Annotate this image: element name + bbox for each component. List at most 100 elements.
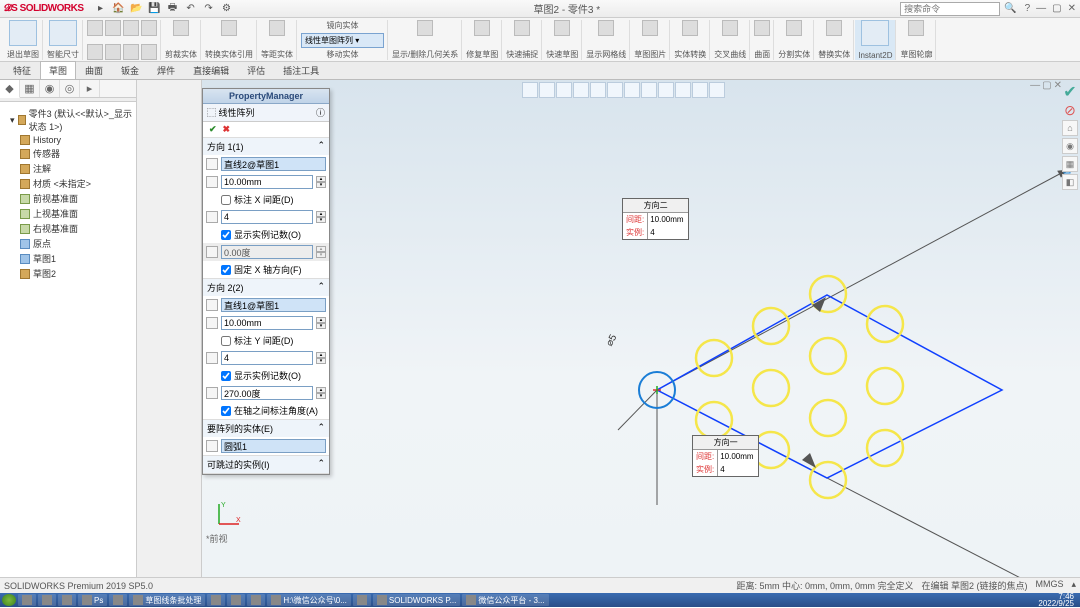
callout-dir1[interactable]: 方向一 间距: 实例: [692, 435, 759, 477]
tree-node[interactable]: 注解 [2, 161, 134, 176]
cancel-button[interactable]: ✖ [223, 124, 231, 135]
vt-icon[interactable] [675, 82, 691, 98]
taskbar-item[interactable] [247, 594, 265, 606]
sketch-canvas[interactable] [202, 80, 1080, 577]
pm-info-icon[interactable]: ⓘ [316, 106, 325, 119]
taskbar-item[interactable] [353, 594, 371, 606]
line-icon[interactable] [87, 20, 103, 36]
qat-new-icon[interactable]: ▸ [94, 2, 108, 16]
doc-max-icon[interactable]: ▢ [1042, 80, 1051, 91]
text-icon[interactable] [141, 44, 157, 60]
collapse-icon[interactable]: ⌃ [317, 458, 325, 471]
qat-new-icon[interactable]: 🏠 [112, 2, 126, 16]
taskbar-item[interactable] [109, 594, 127, 606]
graphics-area[interactable]: —▢✕ 方向二 间距: 实例: 方向一 间距: 实例: ⌀5 YX *前视 [202, 80, 1080, 577]
tab-评估[interactable]: 评估 [238, 61, 274, 79]
taskbar-item[interactable] [227, 594, 245, 606]
tree-node[interactable]: 传感器 [2, 146, 134, 161]
rg-instant2d[interactable]: Instant2D [855, 20, 896, 60]
tree-tab-pm-icon[interactable]: ▦ [20, 80, 40, 97]
rg-surf[interactable]: 曲面 [751, 20, 774, 60]
ellipse-icon[interactable] [123, 44, 139, 60]
linear-pattern-dropdown[interactable]: 线性草图阵列 ▾ [301, 33, 384, 48]
taskbar-item[interactable] [38, 594, 56, 606]
tab-直接编辑[interactable]: 直接编辑 [184, 61, 238, 79]
vt-icon[interactable] [624, 82, 640, 98]
collapse-icon[interactable]: ⌃ [317, 422, 325, 435]
scene-icon[interactable]: ▦ [1062, 156, 1078, 172]
arc-icon[interactable] [123, 20, 139, 36]
rg-relations[interactable]: 显示/删除几何关系 [389, 20, 462, 60]
tree-tab-arrow-icon[interactable]: ▸ [80, 80, 100, 97]
rg-grid[interactable]: 显示网格线 [583, 20, 630, 60]
qat-undo-icon[interactable]: ↶ [184, 2, 198, 16]
tab-草图[interactable]: 草图 [40, 61, 76, 79]
start-button[interactable] [2, 594, 16, 606]
dir1-edge-input[interactable] [221, 157, 326, 171]
collapse-icon[interactable]: ⌃ [317, 281, 325, 294]
tree-tab-cfg-icon[interactable]: ◉ [40, 80, 60, 97]
rg-snap[interactable]: 快速捕捉 [503, 20, 542, 60]
tab-焊件[interactable]: 焊件 [148, 61, 184, 79]
tree-node[interactable]: 材质 <未指定> [2, 176, 134, 191]
rg-pic[interactable]: 草图图片 [631, 20, 670, 60]
show-count-checkbox[interactable] [221, 230, 231, 240]
rg-inter[interactable]: 交叉曲线 [711, 20, 750, 60]
callout-count-input[interactable] [718, 463, 758, 476]
status-arrow-icon[interactable]: ▴ [1071, 579, 1076, 592]
vt-icon[interactable] [709, 82, 725, 98]
vt-icon[interactable] [556, 82, 572, 98]
reject-icon[interactable]: ⊘ [1062, 102, 1078, 118]
taskbar-clock[interactable]: 7:462022/9/25 [1038, 593, 1078, 607]
callout-spacing-input[interactable] [648, 213, 688, 226]
command-search-input[interactable] [900, 2, 1000, 16]
rg-split[interactable]: 分割实体 [775, 20, 814, 60]
tab-曲面[interactable]: 曲面 [76, 61, 112, 79]
callout-count-input[interactable] [648, 226, 688, 239]
tree-node[interactable]: 原点 [2, 236, 134, 251]
taskbar-item[interactable]: Ps [78, 594, 107, 606]
ok-button[interactable]: ✔ [209, 124, 217, 135]
collapse-icon[interactable]: ⌃ [317, 140, 325, 153]
rg-smart-dim[interactable]: 智能尺寸 [44, 20, 83, 60]
tree-node[interactable]: 前视基准面 [2, 191, 134, 206]
tree-node[interactable]: 草图2 [2, 266, 134, 281]
maximize-icon[interactable]: ▢ [1052, 3, 1061, 14]
qat-redo-icon[interactable]: ↷ [202, 2, 216, 16]
angle-between-checkbox[interactable] [221, 406, 231, 416]
rg-repl[interactable]: 替换实体 [815, 20, 854, 60]
taskbar-item[interactable]: 草图线条批处理 [129, 594, 205, 606]
callout-spacing-input[interactable] [718, 450, 758, 463]
help-icon[interactable]: ? [1025, 3, 1031, 14]
doc-min-icon[interactable]: — [1030, 80, 1040, 91]
doc-close-icon[interactable]: ✕ [1054, 80, 1062, 91]
rg-offset[interactable]: 等距实体 [258, 20, 297, 60]
rg-pattern[interactable]: 镜向实体 线性草图阵列 ▾ 移动实体 [298, 20, 388, 60]
reverse-dir-icon[interactable] [206, 299, 218, 311]
tree-node[interactable]: 草图1 [2, 251, 134, 266]
tree-node[interactable]: 上视基准面 [2, 206, 134, 221]
rg-quick[interactable]: 快速草图 [543, 20, 582, 60]
rect-icon[interactable] [87, 44, 103, 60]
search-icon[interactable]: 🔍 [1004, 3, 1016, 14]
tab-插注工具[interactable]: 插注工具 [274, 61, 328, 79]
dimy-checkbox[interactable] [221, 336, 231, 346]
tree-node[interactable]: History [2, 134, 134, 146]
taskbar-item[interactable]: 微信公众平台 - 3... [462, 594, 548, 606]
taskbar-item[interactable] [207, 594, 225, 606]
vt-icon[interactable] [590, 82, 606, 98]
dimx-checkbox[interactable] [221, 195, 231, 205]
circle-icon[interactable] [105, 20, 121, 36]
fix-x-checkbox[interactable] [221, 265, 231, 275]
tree-node[interactable]: 右视基准面 [2, 221, 134, 236]
dir1-count-input[interactable] [221, 210, 313, 224]
minimize-icon[interactable]: — [1036, 3, 1046, 14]
dir2-angle-input[interactable] [221, 386, 313, 400]
tab-特征[interactable]: 特征 [4, 61, 40, 79]
vt-icon[interactable] [522, 82, 538, 98]
rg-contour[interactable]: 草图轮廓 [897, 20, 936, 60]
rg-convert[interactable]: 转换实体引用 [202, 20, 257, 60]
appearance-icon[interactable]: ◉ [1062, 138, 1078, 154]
taskbar-item[interactable] [58, 594, 76, 606]
qat-save-icon[interactable]: 💾 [148, 2, 162, 16]
